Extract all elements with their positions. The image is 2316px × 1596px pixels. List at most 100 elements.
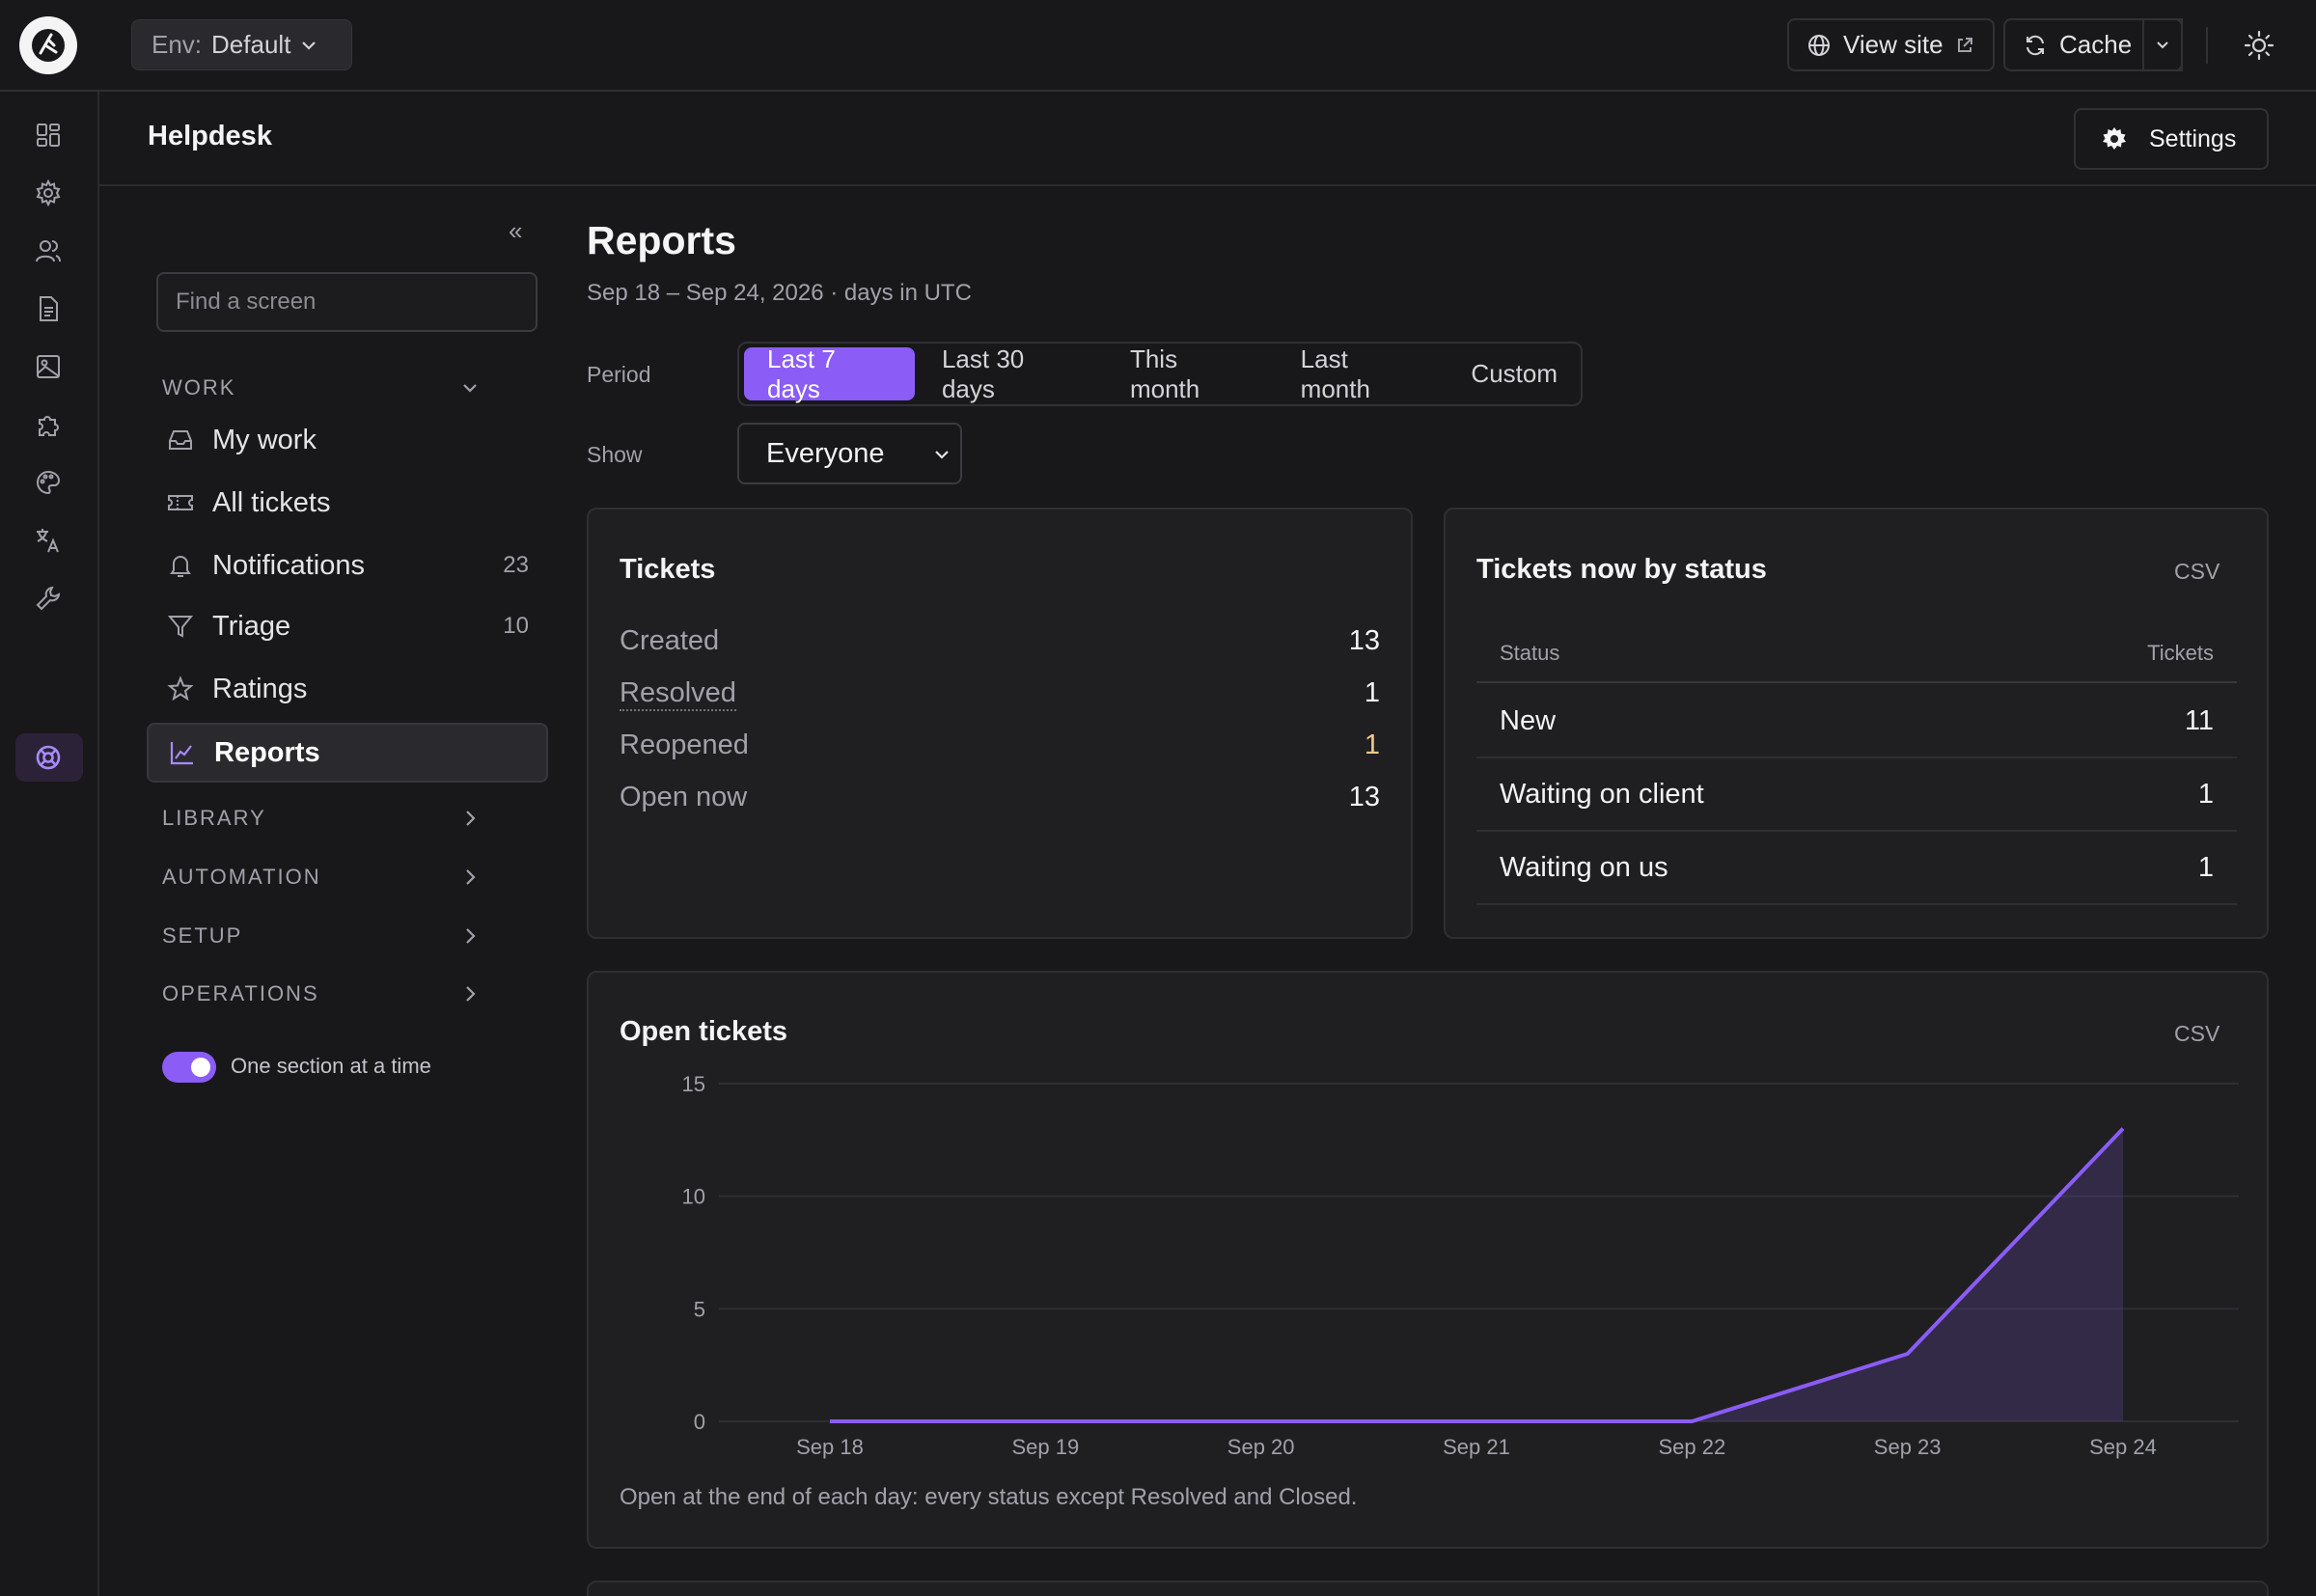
- settings-button[interactable]: Settings: [2074, 108, 2269, 170]
- ticket-icon: [166, 488, 195, 517]
- open-tickets-card-title: Open tickets: [620, 1016, 788, 1047]
- status-cell: Waiting on client: [1500, 778, 1704, 810]
- section-library-header[interactable]: LIBRARY: [162, 799, 481, 838]
- cache-label: Cache: [2059, 30, 2133, 59]
- table-row: New 11: [1476, 685, 2237, 758]
- users-icon[interactable]: [31, 234, 66, 268]
- section-work-header[interactable]: WORK: [162, 369, 481, 407]
- sidebar-item-reports[interactable]: Reports: [147, 723, 548, 783]
- period-last-month[interactable]: Last month: [1300, 344, 1370, 403]
- stat-reopened: Reopened 1: [620, 729, 1380, 761]
- settings-label: Settings: [2149, 124, 2237, 152]
- stat-value: 1: [1364, 729, 1380, 760]
- filter-icon: [166, 612, 195, 641]
- y-tick-label: 5: [694, 1297, 705, 1321]
- view-site-button[interactable]: View site: [1787, 18, 1995, 71]
- period-custom[interactable]: Custom: [1471, 359, 1558, 388]
- chevron-right-icon: [459, 808, 481, 829]
- section-operations-label: OPERATIONS: [162, 981, 319, 1005]
- x-tick-label: Sep 21: [1443, 1435, 1510, 1459]
- section-library-label: LIBRARY: [162, 806, 266, 830]
- stat-label: Open now: [620, 782, 748, 812]
- icon-rail: [0, 92, 99, 1596]
- gear-icon[interactable]: [31, 176, 66, 210]
- cache-menu-button[interactable]: [2142, 18, 2183, 71]
- column-header-status: Status: [1500, 641, 1560, 665]
- period-label: Period: [587, 362, 651, 387]
- app-logo[interactable]: [19, 16, 77, 74]
- tickets-card: [587, 508, 1413, 939]
- translate-icon[interactable]: [31, 523, 66, 558]
- sidebar-item-triage[interactable]: Triage 10: [147, 596, 548, 656]
- collapse-sidebar-icon[interactable]: «: [509, 216, 523, 245]
- chevron-down-icon: [459, 377, 481, 399]
- x-tick-label: Sep 18: [796, 1435, 864, 1459]
- lifebuoy-icon[interactable]: [31, 740, 66, 775]
- show-select[interactable]: Everyone: [737, 423, 962, 484]
- page-title: Reports: [587, 218, 736, 262]
- app-section-title: Helpdesk: [148, 121, 272, 151]
- puzzle-icon[interactable]: [31, 407, 66, 442]
- sidebar-item-label: Triage: [212, 610, 291, 642]
- y-tick-label: 10: [682, 1185, 705, 1209]
- triage-count: 10: [503, 613, 529, 639]
- chevron-down-icon: [2155, 38, 2170, 53]
- sidebar-item-my-work[interactable]: My work: [147, 410, 548, 470]
- section-setup-header[interactable]: SETUP: [162, 917, 481, 955]
- sidebar-item-notifications[interactable]: Notifications 23: [147, 536, 548, 595]
- x-tick-label: Sep 19: [1011, 1435, 1079, 1459]
- sun-icon[interactable]: [2242, 28, 2276, 63]
- section-work-label: WORK: [162, 375, 236, 399]
- external-link-icon: [1955, 36, 1974, 55]
- stat-value: 13: [1348, 625, 1380, 656]
- tickets-cell: 11: [2184, 704, 2214, 736]
- status-table-header: Status Tickets: [1476, 625, 2237, 683]
- refresh-icon: [2023, 33, 2048, 58]
- sidebar-item-label: All tickets: [212, 486, 331, 518]
- section-operations-header[interactable]: OPERATIONS: [162, 975, 481, 1013]
- open-tickets-csv-button[interactable]: CSV: [2174, 1021, 2220, 1046]
- section-automation-header[interactable]: AUTOMATION: [162, 858, 481, 896]
- view-site-label: View site: [1843, 30, 1944, 59]
- x-tick-label: Sep 20: [1227, 1435, 1295, 1459]
- gear-icon: [2101, 125, 2128, 152]
- stat-value: 1: [1364, 677, 1380, 708]
- chevron-down-icon: [931, 444, 952, 465]
- environment-selector[interactable]: Env: Default: [131, 19, 352, 70]
- document-icon[interactable]: [31, 291, 66, 326]
- sidebar-item-label: My work: [212, 424, 317, 455]
- wrench-icon[interactable]: [31, 581, 66, 616]
- open-tickets-card: [587, 971, 2269, 1549]
- divider: [2206, 27, 2208, 64]
- image-icon[interactable]: [31, 349, 66, 384]
- screen-search-input[interactable]: [156, 272, 538, 332]
- period-segmented-control: Last 7 days Last 30 days This month Last…: [737, 342, 1583, 406]
- y-tick-label: 0: [694, 1410, 705, 1434]
- period-last-7-days[interactable]: Last 7 days: [744, 344, 915, 403]
- chart-footnote: Open at the end of each day: every statu…: [620, 1484, 1358, 1510]
- show-label: Show: [587, 442, 643, 467]
- inbox-icon: [166, 426, 195, 454]
- palette-icon[interactable]: [31, 465, 66, 500]
- period-this-month[interactable]: This month: [1129, 344, 1200, 403]
- section-setup-label: SETUP: [162, 923, 243, 948]
- status-csv-button[interactable]: CSV: [2174, 559, 2220, 584]
- chevron-down-icon: [300, 37, 317, 54]
- page-header: Helpdesk: [99, 92, 2316, 186]
- chevron-right-icon: [459, 983, 481, 1004]
- top-bar: Env: Default View site Cache: [0, 0, 2316, 92]
- stat-open-now: Open now 13: [620, 782, 1380, 813]
- period-last-30-days[interactable]: Last 30 days: [941, 344, 1025, 403]
- one-section-toggle-label: One section at a time: [231, 1054, 431, 1078]
- env-label: Env:: [152, 30, 203, 59]
- date-range-subtitle: Sep 18 – Sep 24, 2026 · days in UTC: [587, 280, 972, 306]
- table-row: Waiting on client 1: [1476, 758, 2237, 832]
- stat-label[interactable]: Resolved: [620, 677, 736, 711]
- status-cell: Waiting on us: [1500, 851, 1668, 883]
- sidebar-item-all-tickets[interactable]: All tickets: [147, 473, 548, 533]
- dashboard-icon[interactable]: [31, 118, 66, 152]
- sidebar-item-ratings[interactable]: Ratings: [147, 659, 548, 719]
- tickets-cell: 1: [2197, 778, 2214, 810]
- notifications-count: 23: [503, 552, 529, 578]
- one-section-toggle[interactable]: [162, 1052, 216, 1083]
